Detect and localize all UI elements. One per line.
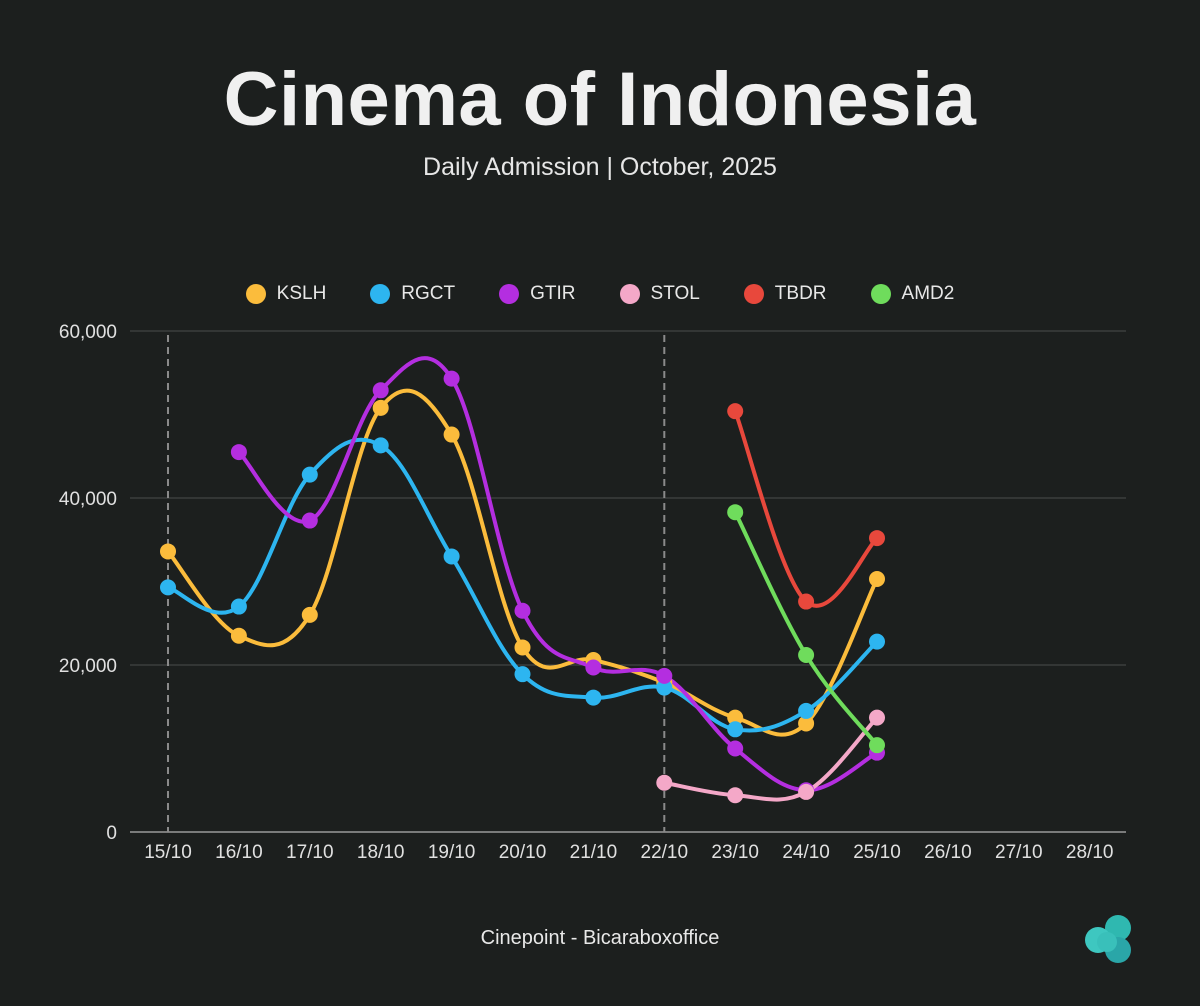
legend-item-amd2: AMD2 xyxy=(870,283,955,305)
x-tick-label: 15/10 xyxy=(144,842,192,863)
chart-title: Cinema of Indonesia xyxy=(223,57,977,142)
data-point-kslh xyxy=(869,570,885,587)
data-point-rgct xyxy=(230,598,247,615)
x-tick-label: 18/10 xyxy=(357,842,405,863)
legend-label: KSLH xyxy=(276,283,327,304)
legend-item-tbdr: TBDR xyxy=(743,283,827,305)
series-line-kslh xyxy=(166,388,879,737)
legend-swatch xyxy=(370,284,391,304)
data-point-rgct xyxy=(727,721,744,738)
brand-logo-icon xyxy=(1085,915,1131,963)
x-tick-label: 28/10 xyxy=(1066,842,1114,863)
data-point-stol xyxy=(727,787,744,804)
data-point-kslh xyxy=(798,715,815,732)
data-point-gtir xyxy=(514,602,531,619)
x-tick-label: 17/10 xyxy=(286,842,334,863)
data-point-rgct xyxy=(656,679,673,696)
data-point-kslh xyxy=(727,709,744,726)
x-tick-label: 23/10 xyxy=(711,842,759,863)
data-point-gtir xyxy=(443,370,460,387)
x-tick-label: 20/10 xyxy=(499,842,547,863)
data-point-rgct xyxy=(514,666,531,683)
data-point-tbdr xyxy=(869,530,885,547)
x-tick-label: 24/10 xyxy=(782,842,830,863)
legend-label: GTIR xyxy=(530,283,576,304)
data-point-gtir xyxy=(301,512,318,529)
data-point-rgct xyxy=(372,437,389,454)
data-point-kslh xyxy=(301,606,318,623)
legend-item-kslh: KSLH xyxy=(245,283,327,305)
legend-label: TBDR xyxy=(774,283,827,304)
x-tick-label: 27/10 xyxy=(995,842,1043,863)
data-point-rgct xyxy=(585,689,602,706)
y-tick-label: 20,000 xyxy=(59,656,117,677)
legend-swatch xyxy=(499,284,520,304)
data-point-tbdr xyxy=(727,403,744,420)
y-tick-label: 40,000 xyxy=(59,489,117,510)
x-tick-label: 26/10 xyxy=(924,842,972,863)
y-tick-label: 60,000 xyxy=(59,322,117,343)
legend-swatch xyxy=(743,284,764,304)
data-point-rgct xyxy=(301,466,318,483)
data-point-amd2 xyxy=(869,737,885,754)
legend-swatch xyxy=(870,284,891,304)
x-tick-label: 25/10 xyxy=(853,842,901,863)
legend-swatch xyxy=(619,284,640,304)
data-point-amd2 xyxy=(798,646,815,663)
data-point-stol xyxy=(869,709,885,726)
x-tick-label: 22/10 xyxy=(641,842,689,863)
data-point-stol xyxy=(798,783,815,800)
data-point-gtir xyxy=(585,659,602,676)
data-point-stol xyxy=(656,774,673,791)
x-tick-label: 19/10 xyxy=(428,842,476,863)
data-point-gtir xyxy=(230,444,247,461)
data-point-kslh xyxy=(230,627,247,644)
legend-label: AMD2 xyxy=(901,283,955,304)
series-line-stol xyxy=(662,715,879,802)
data-point-gtir xyxy=(727,740,744,757)
y-tick-label: 0 xyxy=(106,823,117,844)
data-point-kslh xyxy=(443,426,460,443)
series-line-tbdr xyxy=(733,409,879,608)
legend-label: STOL xyxy=(650,283,700,304)
data-point-tbdr xyxy=(798,593,815,610)
data-point-rgct xyxy=(798,702,815,719)
source-credit: Cinepoint - Bicaraboxoffice xyxy=(480,927,720,949)
data-point-kslh xyxy=(160,543,176,560)
legend-item-gtir: GTIR xyxy=(499,283,576,305)
legend-item-rgct: RGCT xyxy=(370,283,455,305)
data-point-rgct xyxy=(869,633,885,650)
chart-legend: KSLH RGCT GTIR STOL TBDR AMD2 xyxy=(0,283,1200,305)
data-point-gtir xyxy=(372,382,389,399)
x-tick-label: 16/10 xyxy=(215,842,263,863)
legend-label: RGCT xyxy=(401,283,456,304)
data-point-kslh xyxy=(372,399,389,416)
data-point-kslh xyxy=(514,639,531,656)
series-line-rgct xyxy=(166,437,879,733)
x-tick-label: 21/10 xyxy=(570,842,618,863)
data-point-rgct xyxy=(443,548,460,565)
legend-item-stol: STOL xyxy=(619,283,700,305)
data-point-gtir xyxy=(656,667,673,684)
data-point-amd2 xyxy=(727,504,744,521)
legend-swatch xyxy=(245,284,266,304)
data-point-rgct xyxy=(160,579,176,596)
chart-subtitle: Daily Admission | October, 2025 xyxy=(423,153,777,181)
